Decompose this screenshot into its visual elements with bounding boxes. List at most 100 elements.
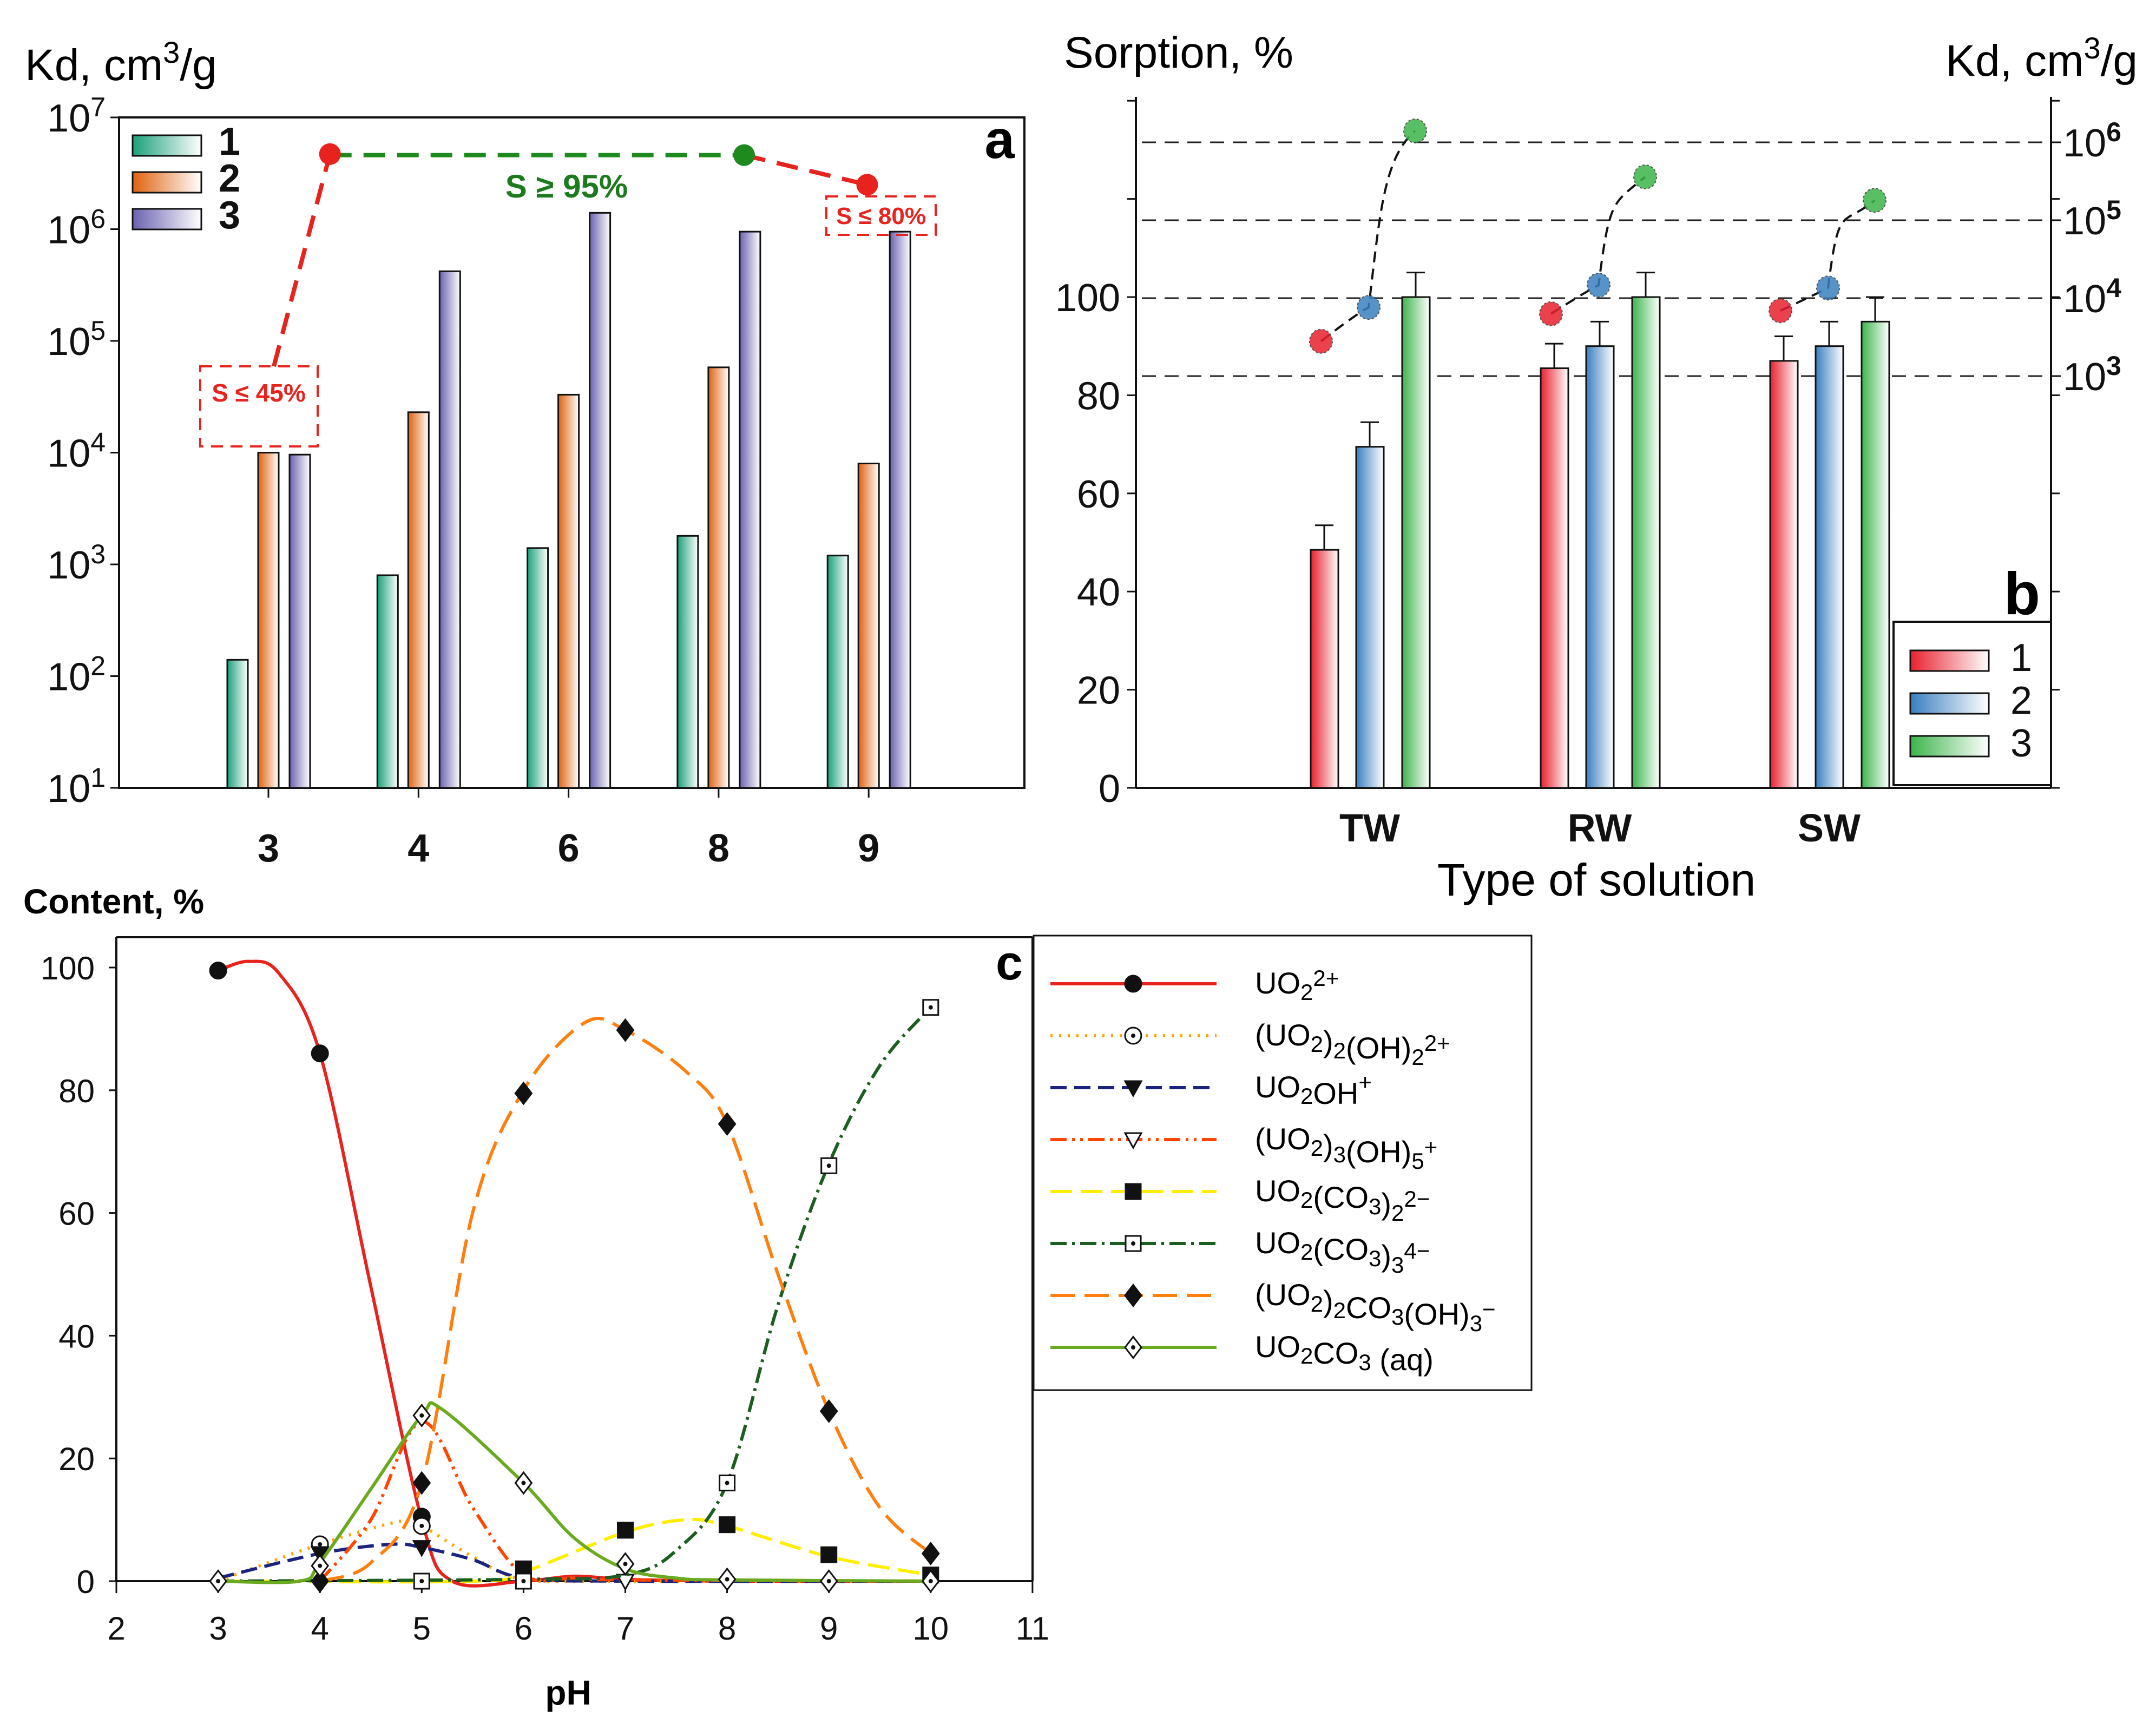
kd-point-series-3 xyxy=(1403,118,1427,143)
bar-series-1 xyxy=(676,535,699,789)
kd-point-series-1 xyxy=(1539,301,1563,326)
legend-label-2: 2 xyxy=(2010,679,2032,722)
data-point-marker-dot xyxy=(826,1163,831,1168)
y2-tick-label: 106 xyxy=(2063,117,2121,165)
legend: UO22+(UO2)2(OH)22+UO2OH+(UO2)3(OH)5+UO2(… xyxy=(1033,935,1533,1391)
x-tick-label: 9 xyxy=(820,1610,838,1647)
legend-label: (UO2)2CO3(OH)3− xyxy=(1255,1278,1496,1336)
x-tick-label: 3 xyxy=(209,1610,227,1647)
legend-marker xyxy=(1123,1080,1143,1098)
panel-b-label: b xyxy=(2004,561,2040,627)
legend-marker-dot xyxy=(1131,1345,1135,1350)
legend-swatch-1 xyxy=(1909,649,1990,672)
legend-marker-dot xyxy=(1131,1034,1135,1038)
kd-point-series-1 xyxy=(1309,328,1333,354)
panel-c-speciation: Content, % pH c 0 20 40 60 80 100 2 3 4 5 6 7 8 9 10 11… xyxy=(23,882,1533,1712)
legend-label-3: 3 xyxy=(219,194,240,237)
data-point-marker xyxy=(921,1542,940,1565)
legend-marker-dot xyxy=(1131,1241,1135,1246)
x-tick-label: SW xyxy=(1798,807,1861,850)
kd-connector xyxy=(1320,130,1416,343)
y-tick-label: 0 xyxy=(77,1564,95,1600)
panel-a-ylabel: Kd, cm3/g xyxy=(25,35,217,90)
y-tick-label: 60 xyxy=(58,1196,95,1232)
bar-series-2 xyxy=(407,411,430,789)
legend-swatch-3 xyxy=(1909,735,1990,758)
bar-series-1 xyxy=(527,547,549,789)
x-tick-label: 3 xyxy=(258,827,279,870)
data-point-marker xyxy=(209,962,227,980)
data-point-marker-dot xyxy=(826,1579,831,1583)
data-point-marker xyxy=(514,1081,533,1106)
x-tick-label: 7 xyxy=(616,1610,634,1647)
legend-label: (UO2)3(OH)5+ xyxy=(1255,1122,1437,1174)
x-tick-label: 6 xyxy=(558,827,580,870)
bar-series-1 xyxy=(1310,549,1339,789)
legend-swatch-1 xyxy=(132,134,202,157)
kd-point-series-3 xyxy=(1863,188,1886,213)
panel-c-xlabel: pH xyxy=(545,1673,591,1712)
panel-b-sorption-by-solution: Sorption, % Kd, cm3/g Type of solution b… xyxy=(1055,28,2138,905)
kd-point-series-1 xyxy=(1769,298,1792,324)
y-tick-label: 105 xyxy=(47,315,106,364)
bar-series-2 xyxy=(257,452,280,789)
data-point-marker xyxy=(616,1018,635,1042)
kd-point-series-2 xyxy=(1587,272,1611,298)
x-tick-label: 2 xyxy=(107,1610,125,1647)
bar-series-2 xyxy=(857,463,880,789)
bar-series-3 xyxy=(288,453,311,789)
series-curve xyxy=(318,1420,931,1583)
legend-label: UO2OH+ xyxy=(1255,1069,1372,1110)
kd-point-series-2 xyxy=(1816,275,1840,301)
annotation-s45: S ≤ 45% xyxy=(212,379,306,407)
legend-swatch-2 xyxy=(132,171,202,194)
y-tick-label: 100 xyxy=(1055,277,1120,320)
data-point-marker-dot xyxy=(725,1480,729,1485)
data-point-marker xyxy=(719,1516,736,1534)
x-tick-label: 4 xyxy=(407,827,429,870)
bar-series-2 xyxy=(1585,345,1615,789)
legend-label-3: 3 xyxy=(2010,722,2032,765)
data-point-marker xyxy=(413,1572,430,1590)
y-tick-label: 0 xyxy=(1099,767,1120,811)
data-point-marker-dot xyxy=(623,1562,628,1567)
series-line-7 xyxy=(209,1401,940,1593)
y2-tick-label: 104 xyxy=(2063,273,2121,321)
kd-point-series-3 xyxy=(1633,164,1657,189)
legend-marker xyxy=(1124,975,1142,993)
bar-series-3 xyxy=(1631,296,1661,789)
data-point-marker xyxy=(719,1475,736,1492)
data-point-marker-dot xyxy=(725,1577,729,1582)
legend-label: UO22+ xyxy=(1255,965,1339,1005)
legend-label: UO2(CO3)34− xyxy=(1255,1226,1430,1278)
y-tick-label: 107 xyxy=(47,92,106,140)
bar-series-1 xyxy=(226,659,249,789)
data-point-marker-dot xyxy=(419,1523,424,1528)
y-tick-label: 102 xyxy=(47,651,106,699)
legend-label-1: 1 xyxy=(2010,636,2032,680)
panel-c-ylabel: Content, % xyxy=(23,882,204,921)
y-tick-label: 106 xyxy=(47,204,106,252)
legend-marker xyxy=(1125,1183,1142,1200)
series-curve xyxy=(319,1016,932,1583)
annotation-box-s45 xyxy=(199,365,319,448)
bar-series-2 xyxy=(1355,446,1385,789)
series-curve xyxy=(218,1006,932,1583)
x-tick-label: 10 xyxy=(912,1610,949,1647)
series-line-5 xyxy=(218,999,939,1590)
bar-series-3 xyxy=(1861,320,1890,789)
x-tick-label: 9 xyxy=(858,827,879,870)
series-line-6 xyxy=(311,1016,940,1593)
y-tick-label: 100 xyxy=(41,950,95,986)
bar-series-3 xyxy=(1401,296,1431,789)
data-point-marker-dot xyxy=(419,1579,424,1583)
x-tick-label: 4 xyxy=(311,1610,329,1647)
overlay-point xyxy=(319,143,341,165)
y-tick-label: 80 xyxy=(1077,374,1120,418)
panel-c-label: c xyxy=(996,936,1023,990)
y-tick-label: 101 xyxy=(47,762,106,811)
x-tick-label: TW xyxy=(1339,807,1400,850)
data-point-marker-dot xyxy=(419,1413,424,1418)
annotation-s80: S ≤ 80% xyxy=(836,203,926,229)
